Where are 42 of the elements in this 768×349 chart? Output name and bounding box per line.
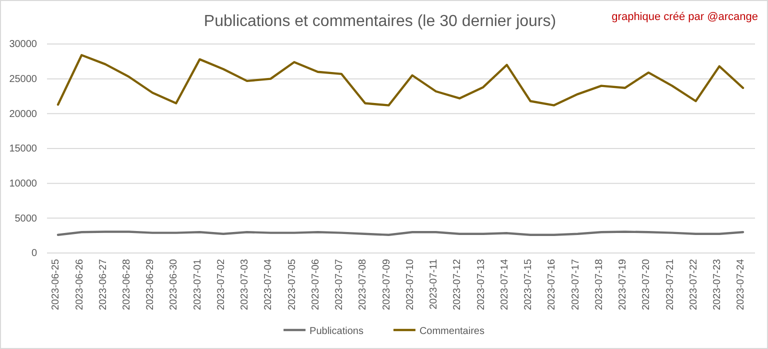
x-tick-label: 2023-07-09: [381, 258, 392, 310]
x-tick-label: 2023-07-17: [570, 258, 582, 310]
y-tick-label: 20000: [9, 108, 38, 120]
x-tick-label: 2023-07-15: [523, 258, 534, 310]
x-tick-label: 2023-07-16: [546, 258, 558, 310]
x-tick-label: 2023-07-01: [192, 258, 204, 310]
x-tick-label: 2023-07-18: [594, 258, 605, 310]
x-tick-label: 2023-06-30: [168, 258, 180, 310]
x-tick-label: 2023-07-06: [310, 258, 322, 310]
y-tick-label: 15000: [9, 144, 38, 155]
x-tick-label: 2023-07-23: [712, 258, 724, 310]
x-tick-label: 2023-07-11: [428, 258, 440, 310]
x-tick-label: 2023-07-12: [452, 258, 464, 310]
text: graphique créé par @arcange: [612, 11, 758, 23]
x-tick-label: 2023-07-21: [664, 258, 676, 310]
x-tick-label: 2023-07-03: [240, 258, 251, 310]
x-tick-label: 2023-07-07: [334, 258, 346, 310]
x-tick-label: 2023-07-24: [736, 258, 747, 310]
y-tick-label: 25000: [9, 74, 38, 86]
x-tick-label: 2023-07-05: [286, 258, 298, 310]
x-tick-label: 2023-07-04: [263, 258, 274, 310]
x-tick-label: 2023-06-28: [122, 258, 133, 310]
line-series: [56, 54, 744, 106]
chart-title: Publications et commentaires (le 30 dernier jours): [204, 13, 556, 30]
y-tick-label: 5000: [14, 213, 38, 224]
x-tick-label: 2023-06-27: [98, 258, 109, 310]
y-tick-label: 10000: [9, 178, 38, 190]
legend-label: Publications: [310, 326, 364, 337]
x-tick-label: 2023-07-14: [499, 258, 510, 310]
x-tick-label: 2023-06-25: [50, 258, 62, 310]
x-tick-label: 2023-07-02: [216, 258, 227, 310]
x-tick-label: 2023-07-22: [688, 258, 700, 310]
x-tick-label: 2023-07-19: [618, 258, 629, 310]
x-tick-label: 2023-07-10: [404, 258, 416, 310]
y-tick-label: 0: [31, 248, 38, 260]
x-tick-label: 2023-06-26: [74, 258, 86, 310]
y-tick-label: 30000: [9, 39, 38, 50]
x-tick-label: 2023-07-20: [641, 258, 652, 310]
x-tick-label: 2023-07-13: [476, 258, 487, 310]
legend-label: Commentaires: [419, 326, 484, 337]
x-tick-label: 2023-06-29: [145, 258, 156, 310]
x-tick-label: 2023-07-08: [358, 258, 369, 310]
